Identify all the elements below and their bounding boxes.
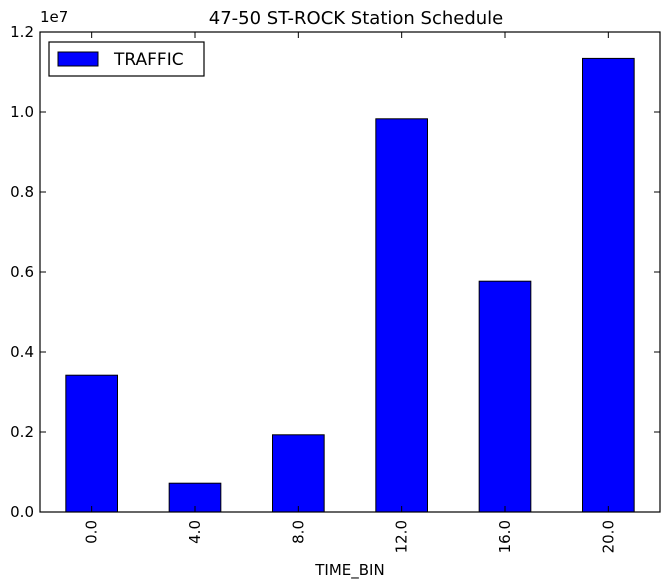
x-tick-label: 4.0 bbox=[186, 520, 204, 544]
x-tick-label: 16.0 bbox=[496, 520, 514, 553]
y-tick-label: 0.8 bbox=[10, 183, 34, 201]
ticks-group: 0.0 4.0 8.0 12.0 16.0 20.0 0.0 0.2 0.4 0.6 0.8 1.0 1… bbox=[10, 23, 660, 553]
legend-swatch-traffic bbox=[57, 51, 99, 67]
legend: TRAFFIC bbox=[48, 41, 205, 77]
x-axis-label: TIME_BIN bbox=[314, 561, 384, 580]
y-tick-label: 0.6 bbox=[10, 263, 34, 281]
y-tick-label: 0.0 bbox=[10, 503, 34, 521]
x-tick-label: 20.0 bbox=[599, 520, 617, 553]
y-tick-label: 1.0 bbox=[10, 103, 34, 121]
bar-8.0 bbox=[272, 434, 325, 513]
x-tick-label: 8.0 bbox=[289, 520, 307, 544]
x-tick-label: 12.0 bbox=[393, 520, 411, 553]
y-tick-label: 0.2 bbox=[10, 423, 34, 441]
bar-12.0 bbox=[375, 118, 429, 513]
bars-group bbox=[65, 57, 635, 513]
bar-20.0 bbox=[582, 57, 635, 513]
legend-label-traffic: TRAFFIC bbox=[113, 50, 184, 70]
chart-title: 47-50 ST-ROCK Station Schedule bbox=[209, 8, 504, 29]
plot-frame bbox=[39, 31, 661, 513]
bar-16.0 bbox=[478, 280, 532, 513]
bar-0.0 bbox=[65, 374, 119, 513]
y-offset-label: 1e7 bbox=[40, 8, 68, 26]
x-tick-label: 0.0 bbox=[83, 520, 101, 544]
y-tick-label: 1.2 bbox=[10, 23, 34, 41]
y-tick-label: 0.4 bbox=[10, 343, 34, 361]
